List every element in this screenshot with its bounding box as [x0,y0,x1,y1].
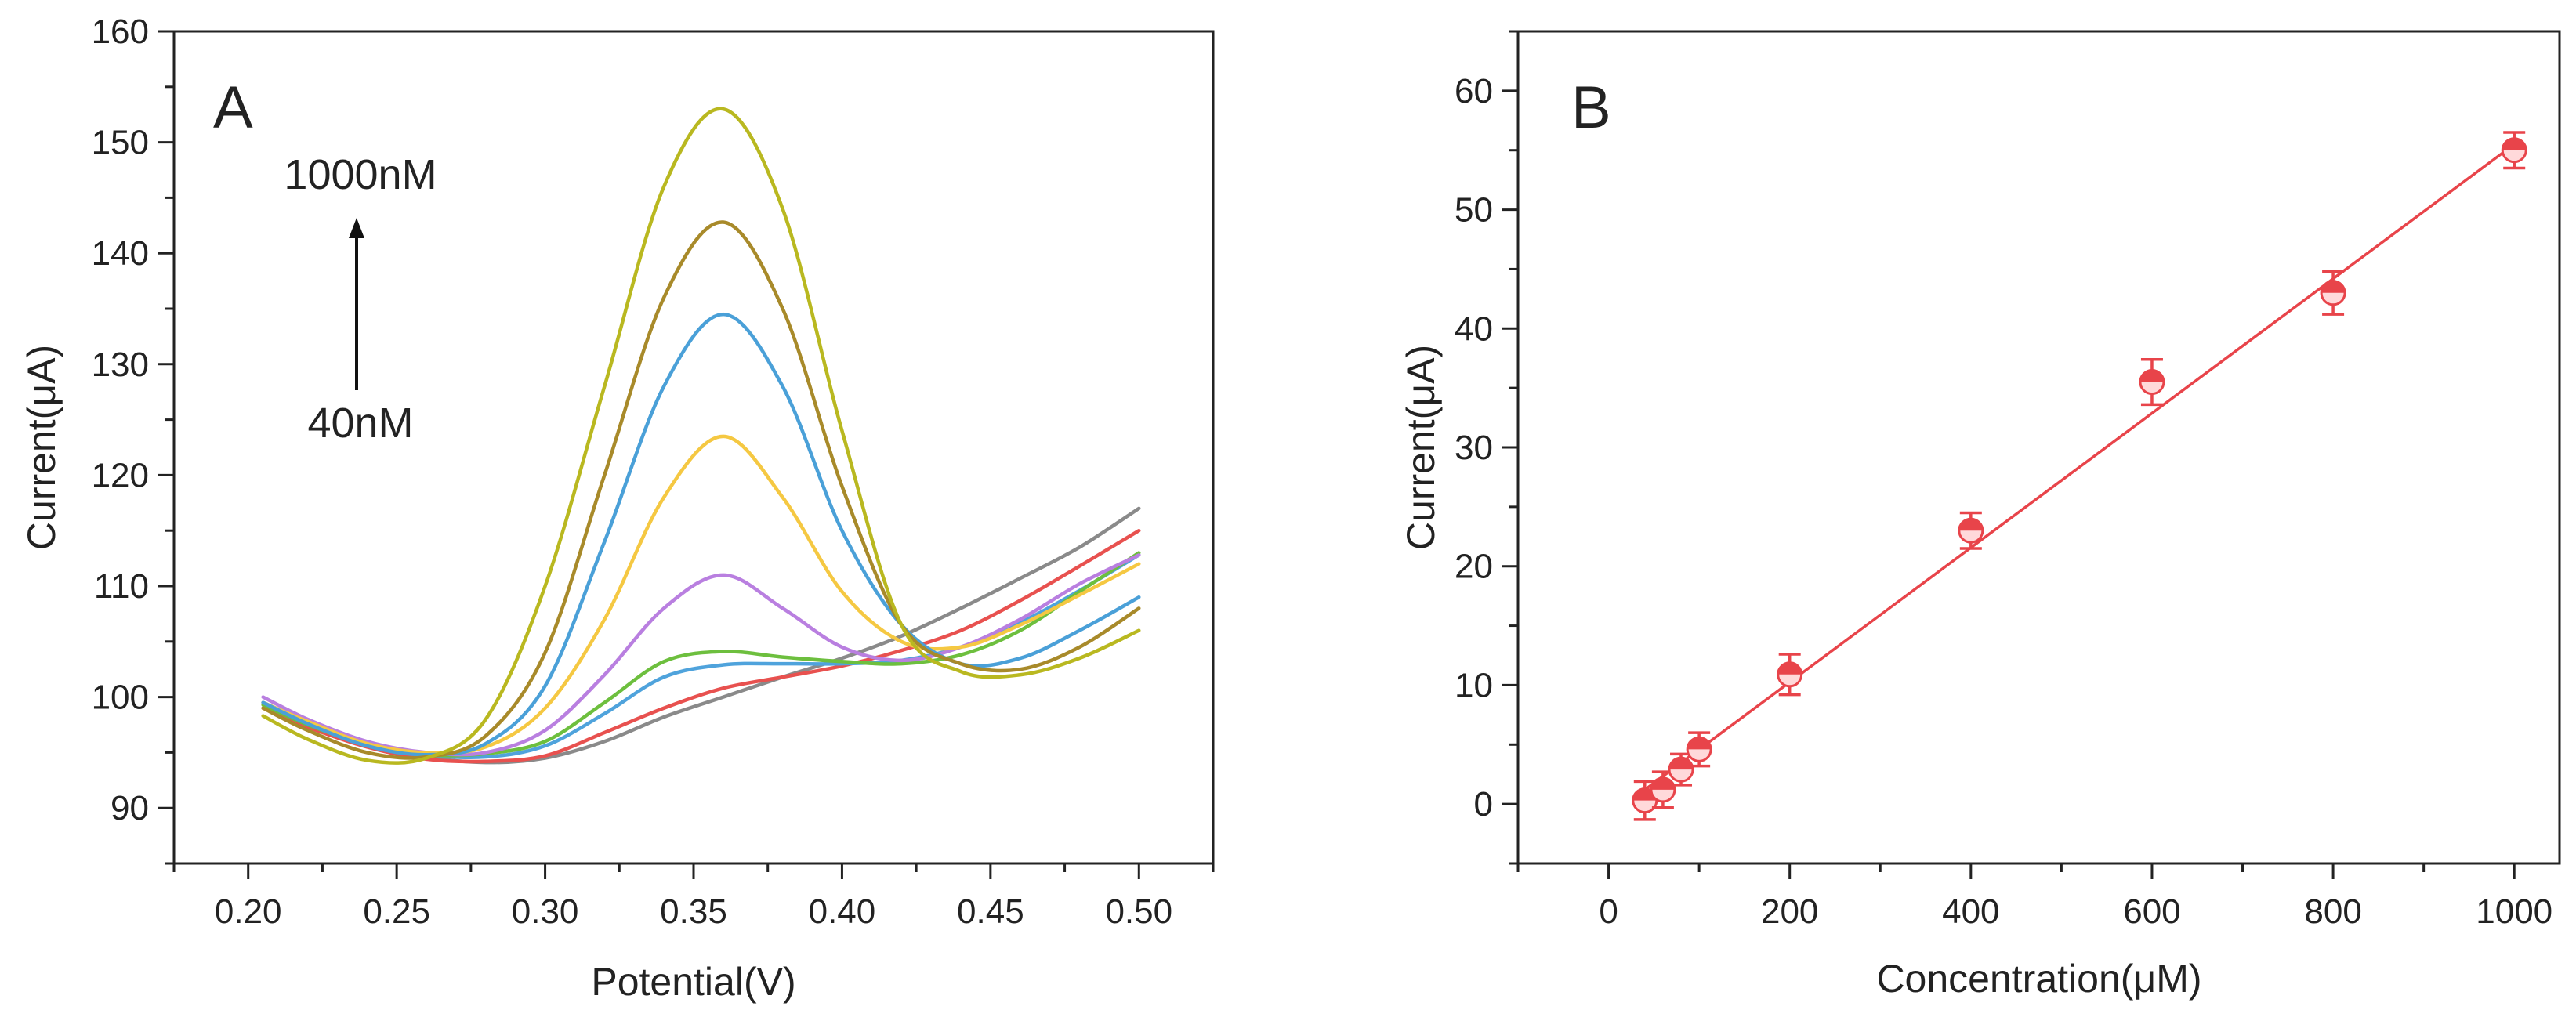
panel-b-y-tick-label: 60 [1455,72,1493,110]
panel-b-x-tick-label: 0 [1599,892,1618,931]
data-point [1777,653,1803,697]
panel-a-x-tick-label: 0.40 [809,892,876,931]
panel-a-y-tick-label: 90 [111,789,149,827]
panel-a-x-tick-label: 0.35 [660,892,727,931]
panel-a-y-tick-label: 120 [92,456,149,494]
panel-b-x-tick-label: 400 [1942,892,1999,931]
panel-b-x-tick-label: 200 [1761,892,1818,931]
panel-a: 0.20 0.25 0.30 0.35 0.40 0.45 0.50 90 100 110 120… [20,13,1215,1004]
data-point [1686,731,1712,768]
annotation-top: 1000nM [284,151,437,198]
panel-b-y-tick-label: 50 [1455,191,1493,230]
point-marker-half [2502,138,2527,150]
point-marker-half [1669,758,1694,770]
panel-b-y-tick-label: 0 [1474,785,1493,823]
panel-b-x-tick-label: 600 [2123,892,2180,931]
panel-a-y-tick-label: 130 [92,346,149,384]
point-marker-half [1777,662,1802,675]
panel-a-x-tick-label: 0.30 [512,892,579,931]
series-line-1000nM [261,107,1141,765]
panel-b-y-axis-title: Current(μA) [1399,345,1443,550]
panel-b-x-tick-label: 800 [2304,892,2361,931]
series-line-400nM [261,434,1141,755]
panel-a-x-tick-label: 0.25 [363,892,430,931]
data-point [1632,780,1658,821]
panel-b-letter: B [1571,74,1611,141]
point-marker-half [2321,281,2346,293]
annotation-bottom: 40nM [307,400,413,447]
panel-b-y-tick-label: 30 [1455,429,1493,467]
panel-a-y-tick-label: 110 [94,567,149,606]
panel-a-y-tick-label: 140 [92,234,149,273]
panel-b-x-axis-title: Concentration(μM) [1876,957,2201,1001]
panel-b: 0 200 400 600 800 1000 0 10 20 30 40 50 60 B Concen… [1399,30,2561,1001]
panel-b-y-tick-label: 40 [1455,309,1493,348]
data-point [1958,511,1984,550]
panel-b-y-tick-label: 10 [1455,666,1493,704]
panel-a-letter: A [213,74,253,141]
concentration-arrow [349,218,364,390]
panel-a-y-axis-title: Current(μA) [20,345,63,550]
panel-b-x-tick-label: 1000 [2476,892,2552,931]
point-marker-half [1650,777,1675,790]
panel-a-x-tick-label: 0.20 [215,892,282,931]
data-point [1668,752,1694,787]
panel-a-y-tick-label: 100 [92,679,149,717]
data-point [2320,270,2346,316]
panel-b-y-tick-label: 20 [1455,548,1493,586]
data-point [2139,357,2165,407]
panel-a-y-tick-label: 160 [92,13,149,51]
point-marker-half [2139,370,2164,382]
point-marker-half [1958,519,1983,531]
panel-a-x-tick-label: 0.50 [1105,892,1172,931]
point-marker-half [1687,737,1712,750]
data-point [2501,131,2527,170]
panel-a-x-tick-label: 0.45 [957,892,1024,931]
panel-a-y-tick-label: 150 [92,124,149,162]
panel-a-x-axis-title: Potential(V) [591,960,795,1004]
